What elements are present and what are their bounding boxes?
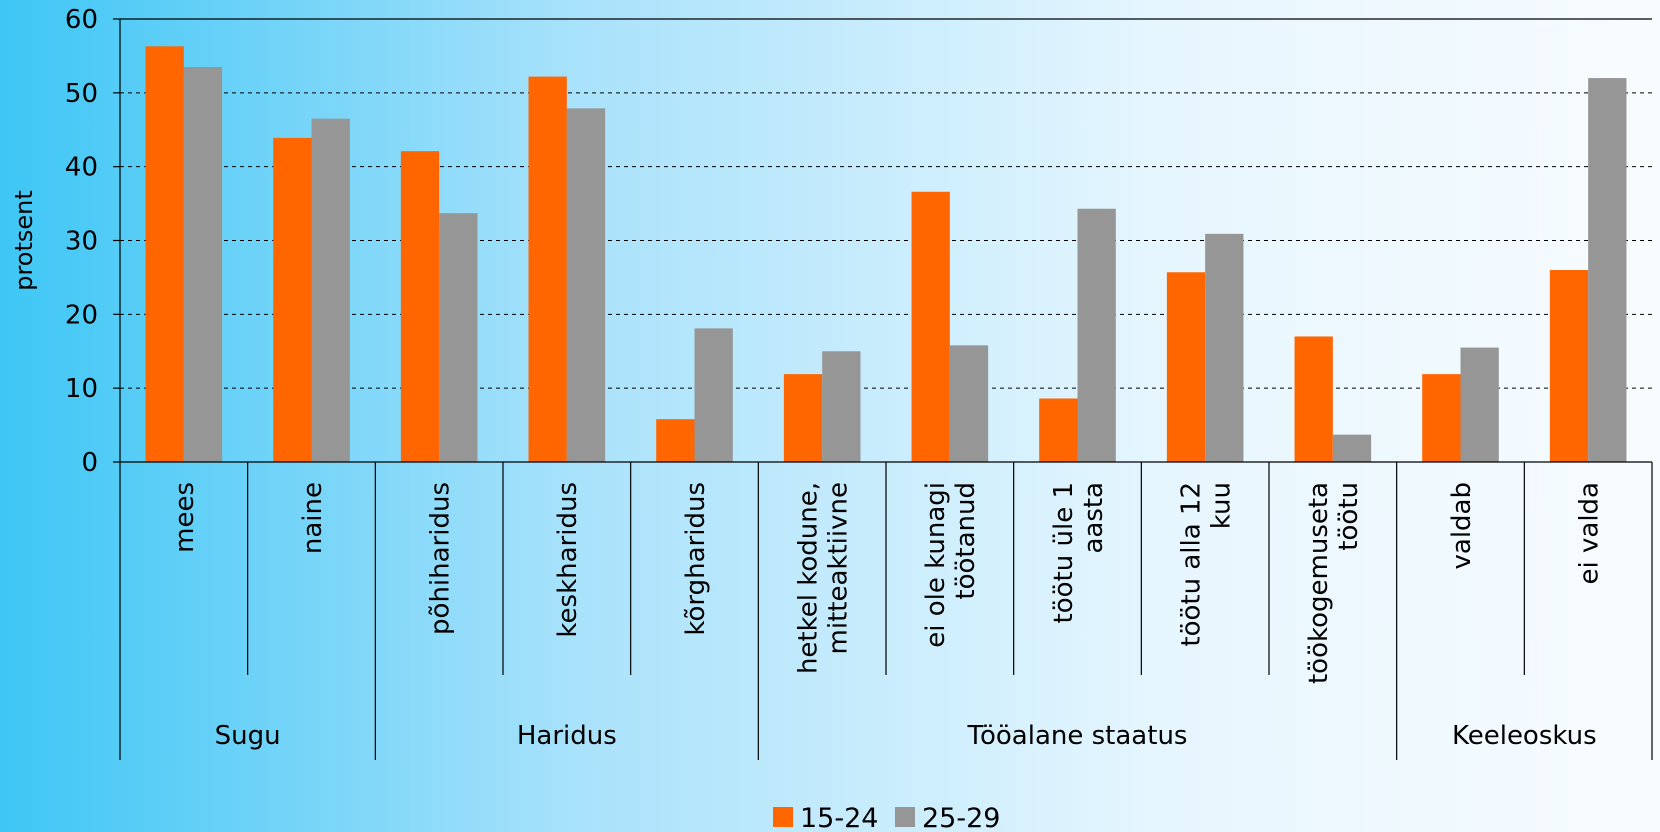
category-label: ei ole kunagi xyxy=(921,482,951,648)
category-label-group: mees xyxy=(170,482,200,553)
category-label: töökogemuseta xyxy=(1304,482,1334,684)
category-label-group: naine xyxy=(298,482,328,554)
group-label: Haridus xyxy=(517,721,617,751)
bar-25-29-5 xyxy=(694,328,733,462)
group-label: Keeleoskus xyxy=(1452,721,1597,751)
category-label-group: hetkel kodune, mitteaktiivne xyxy=(794,482,854,674)
category-label: töötanud xyxy=(951,482,981,600)
bar-15-24-9 xyxy=(1166,272,1206,462)
y-tick-label: 30 xyxy=(65,227,98,257)
category-label: põhiharidus xyxy=(426,482,456,635)
bar-25-29-10 xyxy=(1332,434,1372,462)
bar-15-24-11 xyxy=(1422,374,1461,462)
y-tick-label: 20 xyxy=(65,300,98,330)
bar-25-29-7 xyxy=(949,345,989,462)
bar-25-29-1 xyxy=(183,66,223,462)
category-label-group: kõrgharidus xyxy=(681,482,711,636)
legend-label: 15-24 xyxy=(800,803,878,832)
bar-25-29-6 xyxy=(822,351,861,462)
bar-15-24-4 xyxy=(528,76,567,462)
legend-swatch-25-29 xyxy=(895,807,915,827)
category-label-group: valdab xyxy=(1447,482,1477,569)
y-tick-label: 50 xyxy=(65,79,98,109)
category-label: hetkel kodune, xyxy=(794,482,824,674)
category-label-group: ei valda xyxy=(1575,482,1605,584)
category-label: aasta xyxy=(1079,482,1109,554)
bar-15-24-6 xyxy=(783,374,823,462)
bar-15-24-7 xyxy=(911,191,950,462)
bar-25-29-9 xyxy=(1205,233,1244,462)
bar-25-29-11 xyxy=(1460,347,1499,462)
category-label: keskharidus xyxy=(553,482,583,638)
bar-25-29-12 xyxy=(1588,78,1627,463)
y-tick-label: 10 xyxy=(65,374,98,404)
bar-25-29-3 xyxy=(439,213,478,462)
bar-15-24-8 xyxy=(1039,398,1078,462)
category-label: naine xyxy=(298,482,328,554)
category-label: mees xyxy=(170,482,200,553)
category-label-group: põhiharidus xyxy=(426,482,456,635)
bar-25-29-2 xyxy=(311,118,350,463)
y-tick-label: 40 xyxy=(65,153,98,183)
category-label: töötu xyxy=(1334,482,1364,551)
category-label: valdab xyxy=(1447,482,1477,569)
bar-25-29-4 xyxy=(566,108,606,463)
bar-15-24-12 xyxy=(1549,270,1589,462)
bar-15-24-5 xyxy=(656,419,695,462)
category-label: mitteaktiivne xyxy=(824,482,854,654)
category-label: töötu üle 1 xyxy=(1049,482,1079,623)
bar-15-24-10 xyxy=(1294,336,1333,462)
y-axis-title: protsent xyxy=(10,190,38,291)
legend-label: 25-29 xyxy=(922,803,1000,832)
category-label-group: keskharidus xyxy=(553,482,583,638)
bar-15-24-2 xyxy=(273,137,312,462)
bar-15-24-3 xyxy=(400,151,440,462)
category-label-group: töötu alla 12 kuu xyxy=(1177,482,1237,647)
legend-swatch-15-24 xyxy=(773,807,793,827)
category-label-group: ei ole kunagi töötanud xyxy=(921,482,981,648)
bar-25-29-8 xyxy=(1077,208,1116,462)
y-tick-label: 0 xyxy=(81,448,98,478)
group-label: Sugu xyxy=(215,721,281,751)
category-label: kõrgharidus xyxy=(681,482,711,636)
bar-15-24-1 xyxy=(145,46,184,463)
y-tick-label: 60 xyxy=(65,5,98,35)
category-label: ei valda xyxy=(1575,482,1605,584)
category-label-group: töötu üle 1 aasta xyxy=(1049,482,1109,623)
group-label: Tööalane staatus xyxy=(967,721,1188,751)
category-label: töötu alla 12 xyxy=(1177,482,1207,647)
category-label-group: töökogemuseta töötu xyxy=(1304,482,1364,684)
category-label: kuu xyxy=(1207,482,1237,529)
